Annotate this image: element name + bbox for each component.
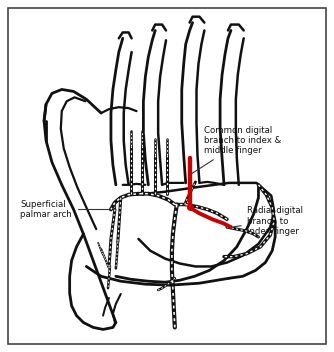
- Text: Common digital
branch to index &
middle finger: Common digital branch to index & middle …: [192, 126, 282, 174]
- Text: Superficial
palmar arch: Superficial palmar arch: [20, 200, 115, 219]
- Text: Radial digital
branch to
index finger: Radial digital branch to index finger: [234, 206, 303, 236]
